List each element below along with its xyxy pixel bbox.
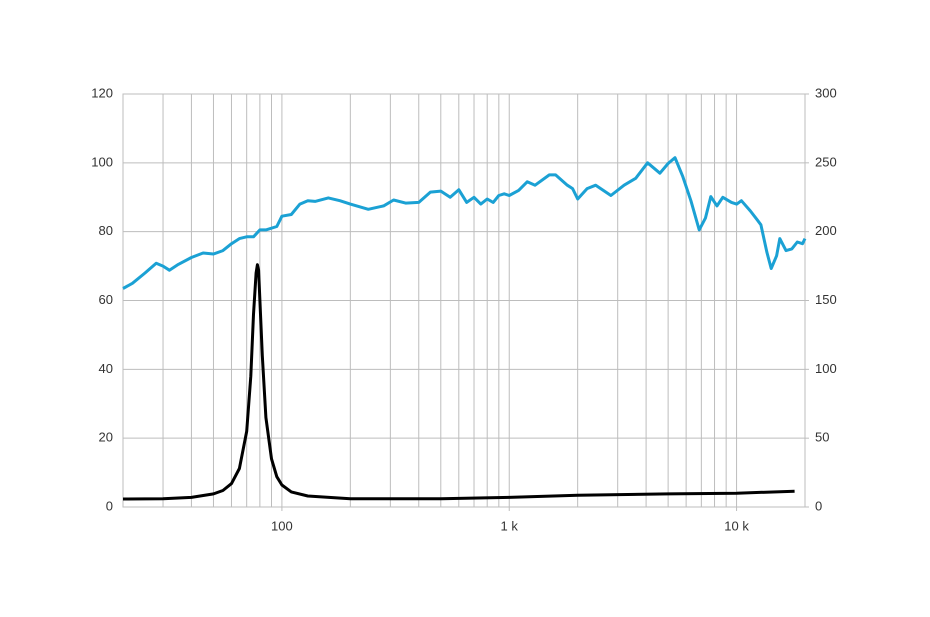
y-tick-label: 80 [99,223,113,238]
y2-tick-label: 50 [815,430,829,445]
y2-tick-label: 250 [815,154,837,169]
y2-tick-label: 300 [815,85,837,100]
y-tick-label: 0 [106,498,113,513]
x-tick-label: 100 [271,518,293,533]
y2-tick-label: 150 [815,292,837,307]
y-tick-label: 100 [91,154,113,169]
plot-border [122,93,806,508]
data-line [122,263,795,501]
y-tick-label: 20 [99,430,113,445]
y2-tick-label: 200 [815,223,837,238]
x-tick-label: 1 k [501,518,519,533]
y-tick-label: 60 [99,292,113,307]
y2-tick-label: 0 [815,498,822,513]
y-tick-label: 120 [91,85,113,100]
y2-tick-label: 100 [815,361,837,376]
y-tick-label: 40 [99,361,113,376]
x-tick-label: 10 k [724,518,749,533]
data-line [122,156,807,290]
